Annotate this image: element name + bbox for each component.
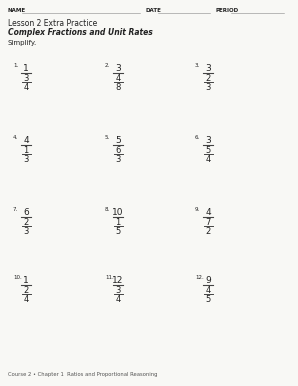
Text: 1.: 1. — [13, 63, 18, 68]
Text: Course 2 • Chapter 1  Ratios and Proportional Reasoning: Course 2 • Chapter 1 Ratios and Proporti… — [8, 372, 158, 377]
Text: 3: 3 — [205, 64, 211, 73]
Text: 5.: 5. — [105, 135, 110, 140]
Text: 1: 1 — [23, 64, 29, 73]
Text: 11.: 11. — [105, 275, 114, 280]
Text: 3: 3 — [23, 155, 29, 164]
Text: 5: 5 — [205, 146, 211, 155]
Text: 4: 4 — [205, 155, 211, 164]
Text: 5: 5 — [115, 227, 121, 236]
Text: 3: 3 — [115, 286, 121, 295]
Text: 7.: 7. — [13, 207, 18, 212]
Text: 2.: 2. — [105, 63, 110, 68]
Text: 10: 10 — [112, 208, 124, 217]
Text: 6.: 6. — [195, 135, 200, 140]
Text: 4: 4 — [205, 208, 211, 217]
Text: 3: 3 — [205, 136, 211, 145]
Text: 2: 2 — [205, 227, 211, 236]
Text: 4: 4 — [23, 295, 29, 304]
Text: 6: 6 — [115, 146, 121, 155]
Text: 4: 4 — [115, 295, 121, 304]
Text: 4: 4 — [205, 286, 211, 295]
Text: 3: 3 — [115, 64, 121, 73]
Text: 12: 12 — [112, 276, 124, 285]
Text: 8: 8 — [115, 83, 121, 92]
Text: 12.: 12. — [195, 275, 204, 280]
Text: 9: 9 — [205, 276, 211, 285]
Text: Lesson 2 Extra Practice: Lesson 2 Extra Practice — [8, 19, 97, 28]
Text: 8.: 8. — [105, 207, 110, 212]
Text: 4: 4 — [23, 83, 29, 92]
Text: 4.: 4. — [13, 135, 18, 140]
Text: 1: 1 — [23, 276, 29, 285]
Text: 3: 3 — [23, 74, 29, 83]
Text: 3: 3 — [205, 83, 211, 92]
Text: 10.: 10. — [13, 275, 22, 280]
Text: 1: 1 — [23, 146, 29, 155]
Text: 9.: 9. — [195, 207, 200, 212]
Text: 3: 3 — [23, 227, 29, 236]
Text: 7: 7 — [205, 218, 211, 227]
Text: 6: 6 — [23, 208, 29, 217]
Text: 5: 5 — [115, 136, 121, 145]
Text: 3.: 3. — [195, 63, 200, 68]
Text: 3: 3 — [115, 155, 121, 164]
Text: 2: 2 — [23, 286, 29, 295]
Text: 5: 5 — [205, 295, 211, 304]
Text: Complex Fractions and Unit Rates: Complex Fractions and Unit Rates — [8, 28, 153, 37]
Text: DATE: DATE — [145, 8, 161, 13]
Text: 1: 1 — [115, 218, 121, 227]
Text: PERIOD: PERIOD — [215, 8, 238, 13]
Text: 4: 4 — [115, 74, 121, 83]
Text: 4: 4 — [23, 136, 29, 145]
Text: 2: 2 — [205, 74, 211, 83]
Text: Simplify.: Simplify. — [8, 40, 37, 46]
Text: NAME: NAME — [8, 8, 26, 13]
Text: 2: 2 — [23, 218, 29, 227]
